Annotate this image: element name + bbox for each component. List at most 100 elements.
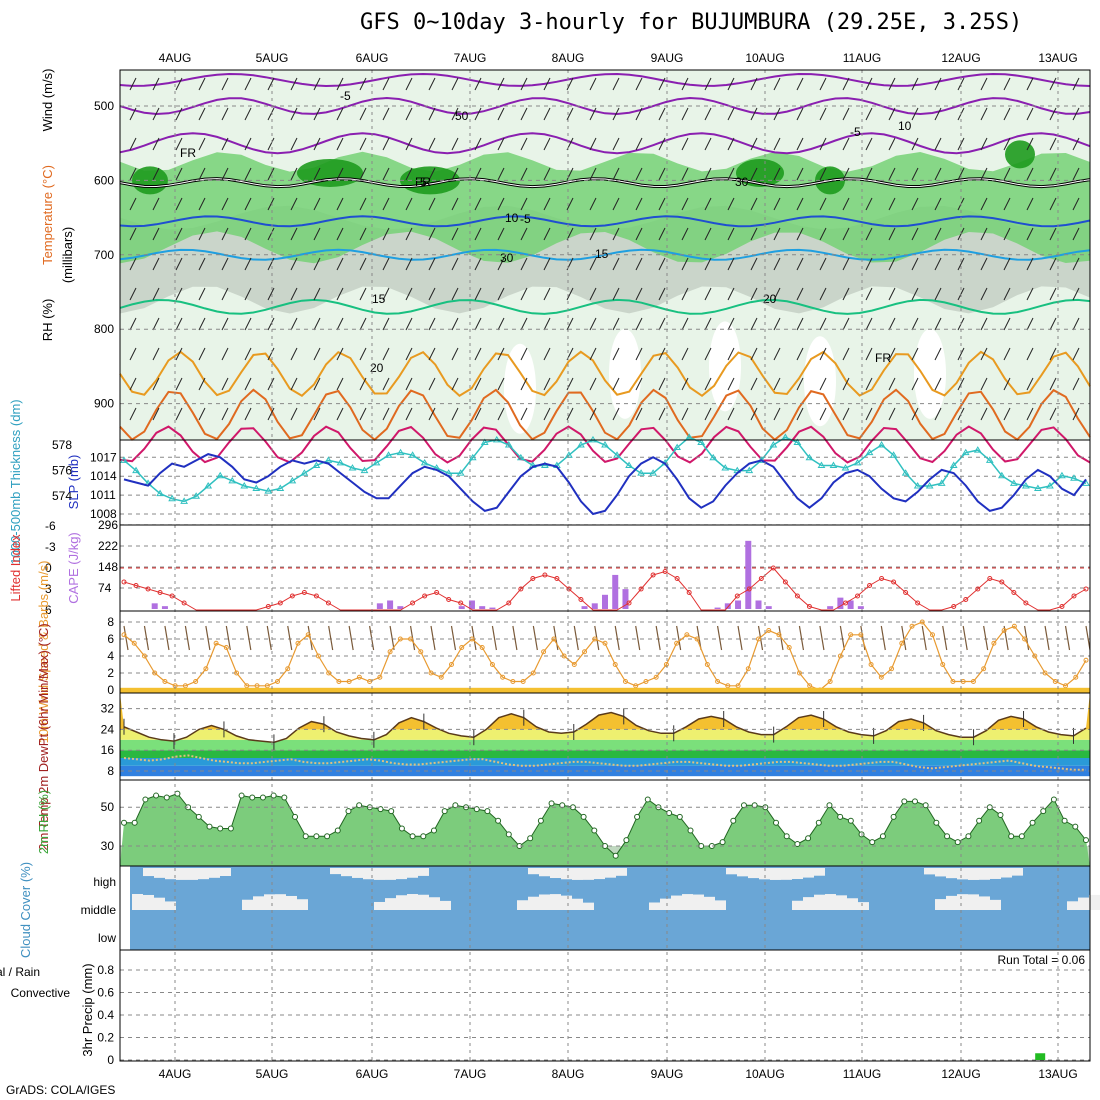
wind-barb <box>405 107 413 121</box>
wind-barb <box>451 167 459 181</box>
wind-barb <box>1003 407 1011 421</box>
wind-barb <box>934 257 942 271</box>
wind-barb <box>566 287 574 301</box>
wind-barb <box>934 347 942 361</box>
wind-barb <box>635 107 643 121</box>
wind-barb <box>819 257 827 271</box>
day-label-top: 7AUG <box>454 51 487 65</box>
wind-barb <box>934 407 942 421</box>
wind-barb <box>405 257 413 271</box>
lifted-index-point <box>638 586 644 592</box>
wind-barb <box>957 167 965 181</box>
rh-point <box>1083 837 1089 844</box>
wind-barb <box>727 407 735 421</box>
wind-barb <box>382 317 390 331</box>
rh-point <box>869 839 876 846</box>
wind-barb <box>888 107 896 121</box>
rh-point <box>634 813 641 820</box>
lifted-index-point <box>879 576 885 581</box>
wind-barb-10m <box>901 625 907 651</box>
wind-barb <box>359 137 367 151</box>
wind-barb <box>451 107 459 121</box>
cloud-level-label: low <box>98 931 116 945</box>
wind-barb <box>888 317 896 331</box>
cloud-middle-cell <box>429 897 440 910</box>
wind-barb <box>888 347 896 361</box>
wind-barb <box>1049 347 1057 361</box>
cloud-high-cell <box>220 868 231 877</box>
cloud-middle-cell <box>385 898 396 910</box>
wind-barb <box>589 407 597 421</box>
lifted-index-point <box>734 593 740 599</box>
wind-speed-line <box>123 621 1087 691</box>
wind-tick: 4 <box>107 649 114 663</box>
wind-barb <box>520 407 528 421</box>
wind-barb <box>359 377 367 391</box>
wind-barb <box>934 107 942 121</box>
wind-speed-point <box>408 636 414 642</box>
contour-label: 20 <box>763 292 777 306</box>
wind-barb <box>267 227 275 241</box>
wind-barb <box>957 137 965 151</box>
rh-point <box>837 813 844 820</box>
wind-barb <box>773 377 781 391</box>
wind-barb <box>129 407 137 421</box>
wind-tick: 0 <box>107 683 114 697</box>
cloud-middle-cell <box>704 896 715 910</box>
wind-barb <box>1072 377 1080 391</box>
cloud-high-cell <box>748 868 759 879</box>
wind-barb <box>1049 317 1057 331</box>
wind-barb <box>405 347 413 361</box>
wind-barb <box>589 77 597 91</box>
rh-point <box>719 839 726 846</box>
wind-barb <box>796 137 804 151</box>
cloud-high-cell <box>803 868 814 878</box>
wind-barb <box>198 347 206 361</box>
cloud-middle-cell <box>693 894 704 910</box>
thickness-point <box>348 464 357 471</box>
thickness-point <box>120 456 128 463</box>
contour-label: FR <box>180 146 196 160</box>
wind-barb <box>635 407 643 421</box>
cloud-high-cell <box>770 868 781 880</box>
thickness-point <box>781 433 790 440</box>
wind-barb <box>1026 377 1034 391</box>
wind-barb <box>198 377 206 391</box>
lifted-index-point <box>277 600 283 606</box>
wind-barb <box>313 167 321 181</box>
contour-label: 20 <box>370 361 384 375</box>
day-label-bottom: 12AUG <box>941 1067 980 1081</box>
wind-barb <box>1049 77 1057 91</box>
temp-contour-25 <box>119 388 1091 442</box>
rh-point <box>131 819 138 826</box>
slp-axis-label: SLP (mb) <box>66 455 81 510</box>
wind-speed-point <box>234 670 240 676</box>
wind-barb <box>451 347 459 361</box>
wind-barb <box>658 257 666 271</box>
wind-barb <box>681 317 689 331</box>
wind-speed-point <box>530 670 536 676</box>
wind-barb <box>313 257 321 271</box>
cape-bar <box>612 574 619 609</box>
wind-barb <box>175 107 183 121</box>
cloud-middle-cell <box>407 894 418 910</box>
wind-barb <box>152 377 160 391</box>
wind-barb <box>382 167 390 181</box>
cloud-high-cell <box>407 868 418 878</box>
cloud-middle-cell <box>440 900 451 910</box>
slp-line <box>123 453 1087 516</box>
wind-barb-10m <box>1085 625 1091 651</box>
thickness-point <box>288 476 297 484</box>
wind-barb <box>934 227 942 241</box>
cape-tick: 222 <box>98 539 118 553</box>
cloud-high-cell <box>154 868 165 878</box>
wind-barb <box>612 77 620 91</box>
temp-band <box>120 765 1090 777</box>
contour-label: 10 <box>505 211 519 225</box>
wind-barb <box>428 107 436 121</box>
wind-barb <box>382 407 390 421</box>
wind-speed-point <box>346 679 352 684</box>
thickness-point <box>877 441 886 448</box>
wind-barb <box>313 287 321 301</box>
wind-barb <box>750 347 758 361</box>
